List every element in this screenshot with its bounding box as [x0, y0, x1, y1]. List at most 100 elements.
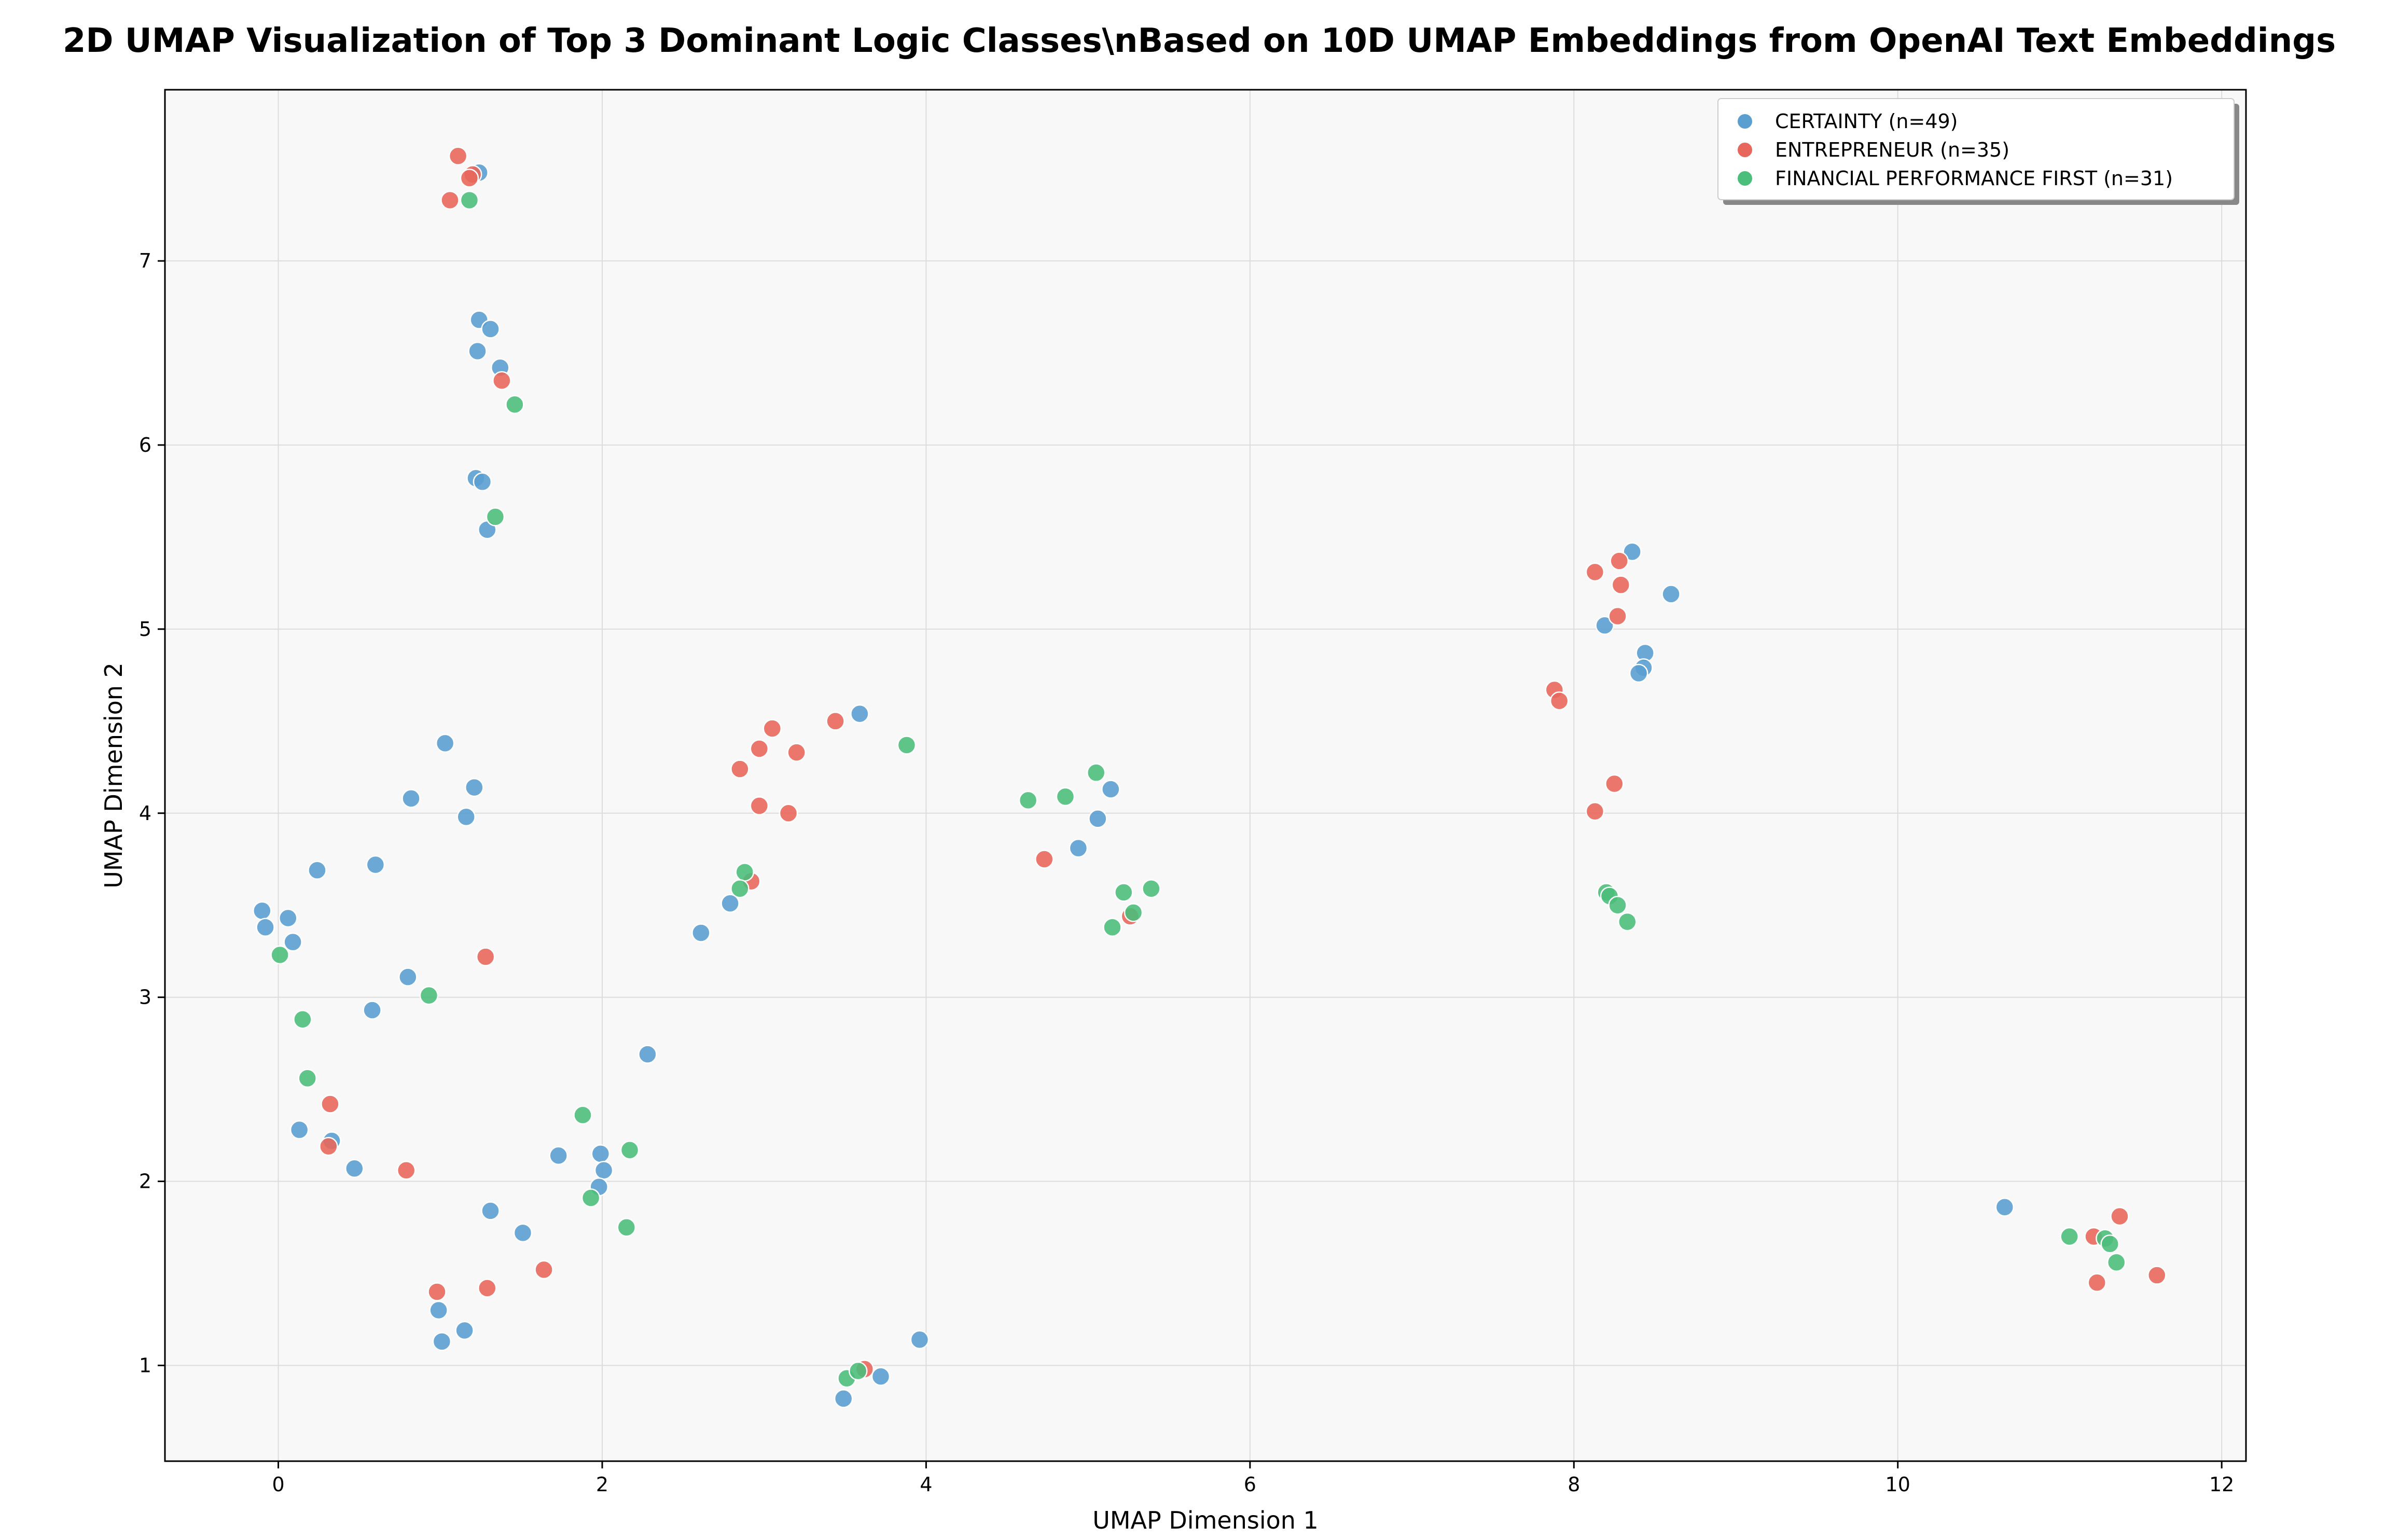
data-point-series-0	[308, 861, 327, 880]
data-point-series-1	[319, 1136, 338, 1156]
data-point-series-2	[2100, 1234, 2119, 1254]
data-point-series-2	[270, 945, 289, 965]
y-tick-label: 6	[139, 434, 151, 456]
data-point-series-0	[481, 320, 500, 339]
data-point-series-0	[834, 1389, 853, 1408]
data-point-series-0	[398, 967, 418, 987]
y-tick-label: 2	[139, 1170, 151, 1193]
data-point-series-1	[478, 1279, 497, 1298]
data-point-series-2	[1087, 763, 1106, 782]
x-tick-label: 4	[920, 1473, 932, 1496]
data-point-series-1	[427, 1282, 447, 1301]
y-tick-label: 5	[139, 618, 151, 641]
data-point-series-1	[2110, 1206, 2129, 1226]
y-tick-label: 7	[139, 249, 151, 272]
data-point-series-0	[1595, 616, 1614, 635]
data-point-series-0	[1623, 542, 1642, 562]
data-point-series-1	[1611, 575, 1631, 594]
data-point-series-0	[1069, 838, 1088, 858]
data-point-series-0	[429, 1300, 448, 1320]
x-axis-label: UMAP Dimension 1	[1092, 1506, 1319, 1534]
data-point-series-0	[691, 923, 711, 942]
data-point-series-0	[549, 1146, 568, 1166]
legend-marker	[1737, 170, 1753, 187]
data-point-series-1	[1608, 606, 1627, 626]
data-point-series-1	[750, 739, 769, 758]
data-point-series-2	[581, 1188, 601, 1208]
data-point-series-2	[573, 1105, 592, 1125]
data-point-series-1	[750, 796, 769, 815]
data-point-series-2	[1114, 883, 1133, 902]
data-point-series-0	[638, 1045, 657, 1064]
data-point-series-1	[440, 190, 460, 210]
data-point-series-2	[298, 1069, 317, 1088]
data-point-series-2	[617, 1218, 636, 1237]
data-point-series-0	[1629, 663, 1648, 683]
x-tick-label: 12	[2209, 1473, 2234, 1496]
data-point-series-1	[492, 371, 511, 390]
data-point-series-1	[448, 146, 468, 166]
data-point-series-2	[1103, 918, 1122, 937]
data-point-series-0	[871, 1367, 891, 1386]
chart-title: 2D UMAP Visualization of Top 3 Dominant …	[63, 22, 2336, 60]
data-point-series-1	[1585, 562, 1605, 582]
data-point-series-1	[2147, 1266, 2167, 1285]
y-tick-label: 4	[139, 802, 151, 825]
data-point-series-0	[289, 1120, 309, 1140]
data-point-series-0	[435, 733, 455, 753]
data-point-series-2	[1142, 879, 1161, 898]
legend-label: CERTAINTY (n=49)	[1775, 110, 1958, 133]
x-tick-label: 10	[1885, 1473, 1910, 1496]
data-point-series-1	[787, 743, 806, 762]
data-point-series-0	[456, 807, 476, 827]
x-tick-label: 0	[272, 1473, 284, 1496]
data-point-series-1	[826, 712, 845, 731]
data-point-series-0	[1101, 780, 1120, 799]
data-point-series-1	[1549, 691, 1569, 711]
data-points	[253, 146, 2167, 1408]
data-point-series-0	[401, 789, 421, 808]
legend-marker	[1737, 113, 1753, 130]
legend-label: FINANCIAL PERFORMANCE FIRST (n=31)	[1775, 167, 2173, 190]
data-point-series-0	[1661, 585, 1681, 604]
plot-area	[165, 90, 2246, 1461]
y-axis-label: UMAP Dimension 2	[100, 662, 128, 889]
data-point-series-2	[730, 879, 750, 898]
data-point-series-0	[591, 1144, 611, 1163]
data-point-series-2	[505, 395, 524, 414]
data-point-series-2	[1018, 790, 1038, 810]
data-point-series-0	[253, 901, 272, 921]
data-point-series-0	[256, 918, 275, 937]
data-point-series-2	[849, 1361, 868, 1381]
data-point-series-1	[476, 947, 495, 966]
data-point-series-0	[283, 932, 302, 952]
grid-lines	[165, 90, 2246, 1461]
data-point-series-0	[513, 1223, 533, 1243]
data-point-series-0	[468, 341, 487, 361]
data-point-series-2	[293, 1009, 312, 1029]
legend: CERTAINTY (n=49) ENTREPRENEUR (n=35) FINAN…	[1717, 98, 2239, 205]
data-point-series-0	[720, 894, 740, 913]
legend-box	[1717, 98, 2235, 200]
legend-marker	[1737, 142, 1753, 158]
data-point-series-0	[345, 1159, 364, 1178]
data-point-series-2	[1618, 912, 1637, 932]
data-point-series-1	[730, 759, 750, 779]
data-point-series-1	[762, 719, 782, 738]
data-point-series-0	[455, 1321, 474, 1340]
data-point-series-2	[2106, 1253, 2126, 1272]
data-point-series-1	[779, 803, 798, 823]
data-point-series-1	[1035, 850, 1054, 869]
legend-label: ENTREPRENEUR (n=35)	[1775, 138, 2009, 161]
data-point-series-0	[850, 704, 869, 724]
data-point-series-0	[366, 855, 385, 875]
data-point-series-1	[460, 169, 479, 188]
data-point-series-1	[1610, 551, 1629, 571]
data-point-series-1	[396, 1161, 416, 1180]
data-point-series-0	[473, 472, 492, 492]
data-point-series-2	[735, 863, 754, 882]
data-point-series-0	[1995, 1197, 2015, 1217]
data-point-series-2	[460, 190, 479, 210]
data-point-series-2	[419, 986, 439, 1005]
